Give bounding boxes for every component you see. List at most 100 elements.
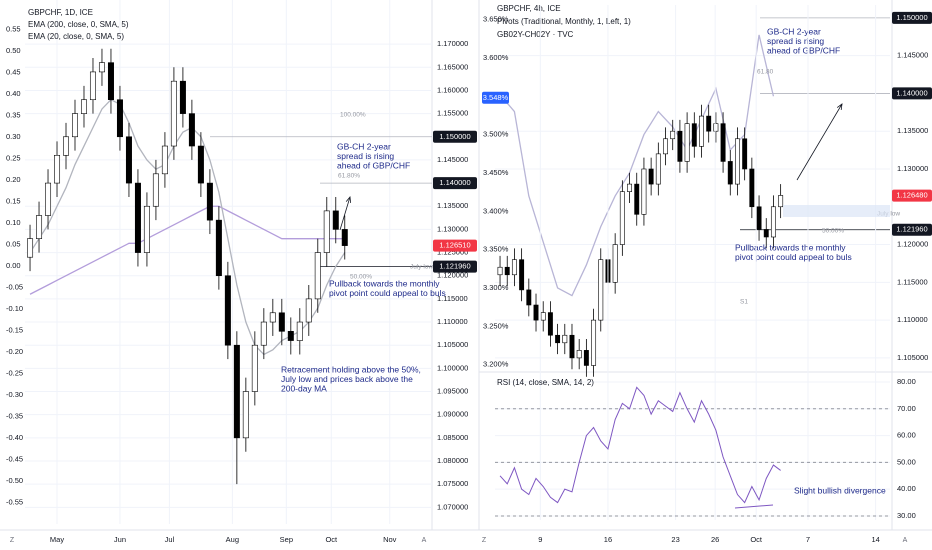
x-tick-label: 7 bbox=[806, 535, 810, 544]
y-tick-label: 1.075000 bbox=[437, 479, 468, 488]
price-tag-label: 1.140000 bbox=[896, 88, 927, 97]
y-tick-label: 1.090000 bbox=[437, 410, 468, 419]
y-tick-label: 1.135000 bbox=[437, 201, 468, 210]
candle-body bbox=[519, 259, 525, 291]
x-tick-label: 16 bbox=[604, 535, 612, 544]
annotation: Slight bullish divergence bbox=[794, 485, 886, 495]
annotation: spread is rising bbox=[337, 151, 394, 161]
price-tag-label: 1.126510 bbox=[439, 241, 470, 250]
x-tick-label: Nov bbox=[383, 535, 397, 544]
y-tick-label: 1.105000 bbox=[437, 340, 468, 349]
toolbar-button[interactable]: A bbox=[422, 537, 427, 544]
candle-body bbox=[641, 168, 647, 215]
annotation: spread is rising bbox=[767, 36, 824, 46]
y-tick-label: 1.095000 bbox=[437, 387, 468, 396]
candle-body bbox=[242, 391, 249, 439]
candle-body bbox=[278, 312, 285, 332]
candle-body bbox=[691, 123, 697, 147]
x-tick-label: Aug bbox=[226, 535, 239, 544]
candle-body bbox=[287, 331, 294, 341]
chart-title: RSI (14, close, SMA, 14, 2) bbox=[497, 378, 594, 387]
candle-body bbox=[215, 219, 222, 277]
candle-body bbox=[63, 136, 70, 156]
candle-body bbox=[634, 183, 640, 215]
candle-body bbox=[80, 99, 87, 114]
candle-body bbox=[260, 321, 267, 346]
price-tag-label: 1.150000 bbox=[439, 132, 470, 141]
candle-body bbox=[555, 334, 561, 344]
toolbar-button[interactable]: Z bbox=[10, 537, 15, 544]
candle-body bbox=[713, 123, 719, 132]
candle-body bbox=[547, 312, 553, 336]
candle-body bbox=[314, 252, 321, 300]
candle-body bbox=[663, 138, 668, 155]
price-tag-label: 1.150000 bbox=[896, 13, 927, 22]
candle-body bbox=[224, 275, 231, 346]
y2-tick-label: 0.00 bbox=[6, 261, 21, 270]
fib-label: July low bbox=[410, 264, 433, 271]
y2-tick-label: 3.600% bbox=[483, 53, 509, 62]
y2-tick-label: -0.10 bbox=[6, 304, 23, 313]
price-tag bbox=[892, 11, 932, 24]
y2-tick-label: -0.45 bbox=[6, 454, 23, 463]
annotation: Pullback towards the monthly bbox=[735, 242, 846, 252]
candle-body bbox=[54, 154, 61, 184]
candle-body bbox=[612, 244, 618, 283]
candle-body bbox=[763, 229, 769, 238]
y-tick-label: 1.115000 bbox=[897, 277, 928, 286]
y2-tick-label: -0.25 bbox=[6, 368, 23, 377]
candle-body bbox=[677, 130, 683, 162]
y2-tick-label: -0.15 bbox=[6, 325, 23, 334]
y2-tick-label: 3.400% bbox=[483, 206, 509, 215]
price-tag bbox=[433, 177, 477, 190]
y-tick-label: 1.120000 bbox=[437, 271, 468, 280]
candle-body bbox=[583, 350, 589, 366]
y2-tick-label: 3.250% bbox=[483, 321, 509, 330]
candle-body bbox=[197, 145, 204, 184]
candle-body bbox=[116, 99, 123, 138]
candle-body bbox=[233, 344, 240, 439]
candle-body bbox=[591, 319, 597, 366]
y-tick-label: 1.105000 bbox=[897, 353, 928, 362]
y-tick-label: 40.00 bbox=[897, 484, 916, 493]
candle-body bbox=[188, 113, 195, 147]
y2-tick-label: 3.350% bbox=[483, 245, 509, 254]
y2-tick-label: 3.300% bbox=[483, 283, 509, 292]
x-tick-label: Oct bbox=[325, 535, 338, 544]
price-tag bbox=[433, 239, 477, 252]
y2-tick-label: -0.50 bbox=[6, 476, 23, 485]
y-tick-label: 1.110000 bbox=[897, 315, 928, 324]
price-tag bbox=[892, 223, 932, 236]
annotation: pivot point could appeal to buls bbox=[735, 252, 852, 262]
y2-tick-label: -0.30 bbox=[6, 390, 23, 399]
toolbar-button[interactable]: Z bbox=[482, 537, 487, 544]
y-tick-label: 1.110000 bbox=[437, 317, 468, 326]
y-tick-label: 80.00 bbox=[897, 377, 916, 386]
y2-tick-label: 0.55 bbox=[6, 24, 21, 33]
x-tick-label: 23 bbox=[671, 535, 679, 544]
y-tick-label: 1.155000 bbox=[437, 109, 468, 118]
candle-body bbox=[511, 259, 517, 276]
price-tag-label: 1.121960 bbox=[439, 262, 470, 271]
candle-body bbox=[504, 266, 510, 276]
indicator-label: GB02Y-CH02Y · TVC bbox=[497, 30, 574, 39]
candle-body bbox=[27, 238, 34, 258]
y-tick-label: 1.170000 bbox=[437, 39, 468, 48]
y2-tick-label: -0.40 bbox=[6, 433, 23, 442]
candle-body bbox=[540, 312, 546, 321]
y2-tick-label: 0.45 bbox=[6, 67, 21, 76]
y2-tick-label: -0.20 bbox=[6, 347, 23, 356]
candle-body bbox=[655, 153, 661, 185]
price-tag-label: 1.126480 bbox=[896, 191, 927, 200]
candle-body bbox=[619, 191, 625, 245]
y2-tick-label: -0.05 bbox=[6, 282, 23, 291]
y2-tick-label: 0.10 bbox=[6, 218, 21, 227]
toolbar-button[interactable]: A bbox=[903, 537, 908, 544]
candle-body bbox=[152, 173, 159, 207]
annotation: ahead of GBP/CHF bbox=[767, 45, 840, 55]
y2-tick-label: 0.20 bbox=[6, 175, 21, 184]
july-low-zone bbox=[783, 205, 890, 217]
y-tick-label: 1.085000 bbox=[437, 433, 468, 442]
candle-body bbox=[45, 182, 52, 216]
annotation: 200-day MA bbox=[281, 383, 327, 393]
